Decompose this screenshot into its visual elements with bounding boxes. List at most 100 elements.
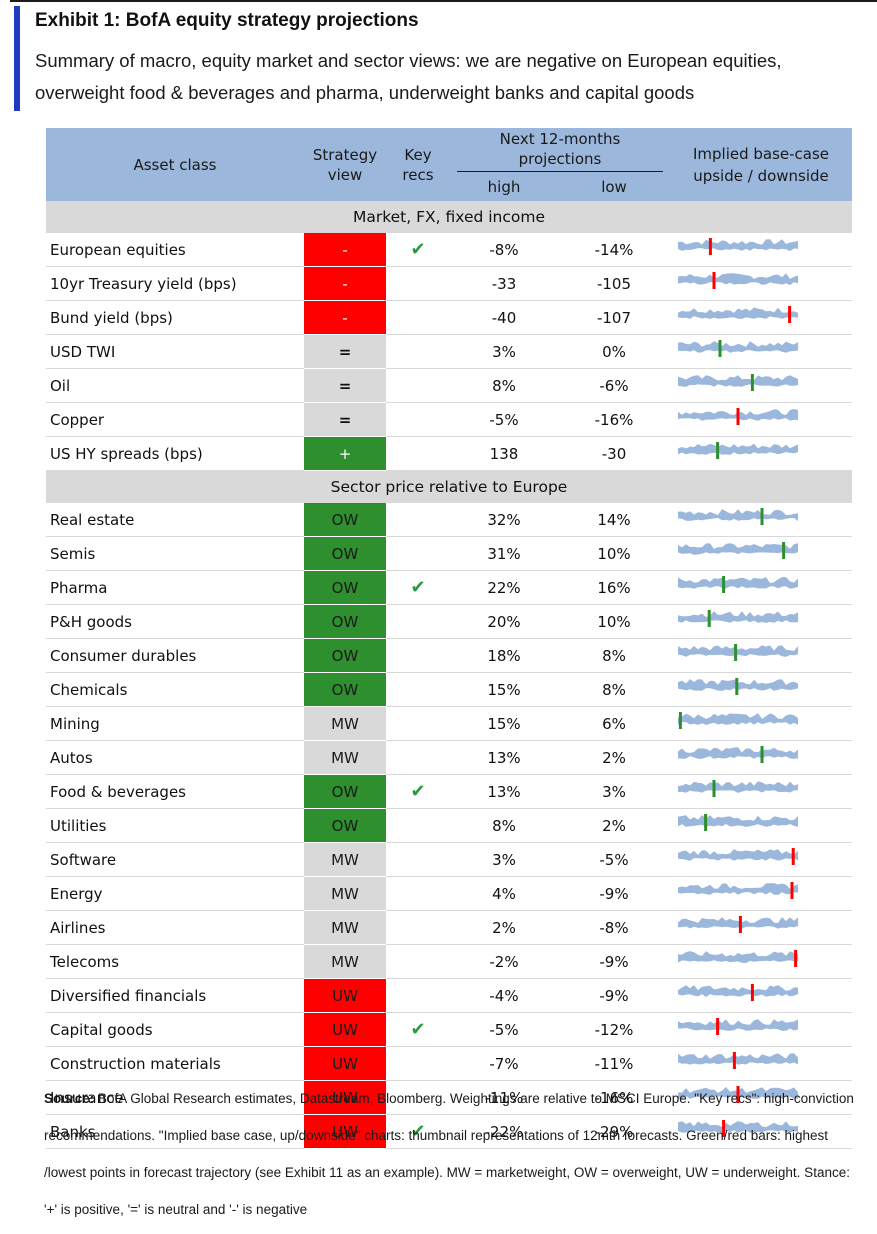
projection-low: 14% xyxy=(558,503,670,537)
sparkline-area xyxy=(678,1019,798,1031)
strategy-view-badge: UW xyxy=(304,1046,386,1081)
section-header: Sector price relative to Europe xyxy=(46,470,852,503)
table-row: Bund yield (bps) - -40 -107 xyxy=(46,300,852,335)
asset-name: Oil xyxy=(46,368,304,403)
asset-name: Mining xyxy=(46,706,304,741)
sparkline-area xyxy=(678,1121,798,1133)
key-rec-empty xyxy=(386,706,450,741)
strategy-view-badge: OW xyxy=(304,604,386,639)
low-point-marker xyxy=(791,848,795,865)
strategy-view-badge: UW xyxy=(304,978,386,1013)
implied-sparkline xyxy=(670,978,852,1013)
table-row: Energy MW 4% -9% xyxy=(46,876,852,911)
sparkline-area xyxy=(678,781,798,793)
low-point-marker xyxy=(736,1086,740,1103)
high-point-marker xyxy=(782,542,786,559)
strategy-view-badge: - xyxy=(304,300,386,335)
sparkline-area xyxy=(678,645,798,657)
sparkline-chart xyxy=(678,442,798,459)
asset-name: P&H goods xyxy=(46,604,304,639)
key-rec-empty xyxy=(386,1046,450,1081)
projection-low: -8% xyxy=(558,910,670,945)
low-point-marker xyxy=(738,916,742,933)
implied-sparkline xyxy=(670,876,852,911)
sparkline-chart xyxy=(678,746,798,763)
sparkline-chart xyxy=(678,272,798,289)
sparkline-area xyxy=(678,815,798,827)
table-body: Market, FX, fixed income European equitie… xyxy=(46,201,852,1149)
table-row: 10yr Treasury yield (bps) - -33 -105 xyxy=(46,266,852,301)
projection-low: -30 xyxy=(558,436,670,471)
asset-name: Telecoms xyxy=(46,944,304,979)
header-low: low xyxy=(558,173,670,201)
low-point-marker xyxy=(722,1120,726,1137)
asset-name: Autos xyxy=(46,740,304,775)
strategy-view-badge: OW xyxy=(304,536,386,571)
projection-high: -5% xyxy=(450,402,558,437)
header-next-12m: Next 12-months projections xyxy=(450,128,670,173)
high-point-marker xyxy=(704,814,708,831)
high-point-marker xyxy=(678,712,682,729)
sparkline-area xyxy=(678,341,798,353)
sparkline-area xyxy=(678,577,798,589)
key-rec-empty xyxy=(386,910,450,945)
projection-low: -16% xyxy=(558,402,670,437)
asset-name: Banks xyxy=(46,1114,304,1149)
sparkline-chart xyxy=(678,916,798,933)
projection-high: 8% xyxy=(450,808,558,843)
strategy-view-badge: MW xyxy=(304,740,386,775)
projection-high: 138 xyxy=(450,436,558,471)
key-rec-empty xyxy=(386,808,450,843)
asset-name: Capital goods xyxy=(46,1012,304,1047)
section-title: Market, FX, fixed income xyxy=(46,201,852,233)
key-rec-empty xyxy=(386,944,450,979)
check-icon: ✔ xyxy=(386,1114,450,1149)
sparkline-chart xyxy=(678,1120,798,1137)
projection-low: -14% xyxy=(558,233,670,267)
implied-sparkline xyxy=(670,402,852,437)
key-rec-empty xyxy=(386,334,450,369)
low-point-marker xyxy=(712,272,716,289)
asset-name: European equities xyxy=(46,233,304,267)
sparkline-chart xyxy=(678,712,798,729)
implied-sparkline xyxy=(670,503,852,537)
source-text: BofA Global Research estimates, Datastre… xyxy=(44,1091,854,1217)
sparkline-chart xyxy=(678,780,798,797)
implied-sparkline xyxy=(670,944,852,979)
implied-sparkline xyxy=(670,842,852,877)
projection-high: 13% xyxy=(450,774,558,809)
sparkline-area xyxy=(678,239,798,251)
table-row: Copper = -5% -16% xyxy=(46,402,852,437)
strategy-view-badge: - xyxy=(304,233,386,267)
projection-low: -16% xyxy=(558,1080,670,1115)
implied-sparkline xyxy=(670,808,852,843)
table-row: European equities - ✔ -8% -14% xyxy=(46,233,852,267)
implied-sparkline xyxy=(670,570,852,605)
sparkline-area xyxy=(678,985,798,997)
low-point-marker xyxy=(736,408,740,425)
implied-sparkline xyxy=(670,706,852,741)
sparkline-area xyxy=(678,273,798,285)
implied-sparkline xyxy=(670,638,852,673)
sparkline-chart xyxy=(678,340,798,357)
sparkline-area xyxy=(678,443,798,455)
high-point-marker xyxy=(734,644,738,661)
exhibit-title: Exhibit 1: BofA equity strategy projecti… xyxy=(35,10,419,31)
key-rec-empty xyxy=(386,368,450,403)
key-rec-empty xyxy=(386,402,450,437)
projection-high: -11% xyxy=(450,1080,558,1115)
high-point-marker xyxy=(718,340,722,357)
asset-name: Real estate xyxy=(46,503,304,537)
high-point-marker xyxy=(760,508,764,525)
high-point-marker xyxy=(750,374,754,391)
table-row: Pharma OW ✔ 22% 16% xyxy=(46,570,852,605)
sparkline-chart xyxy=(678,1086,798,1103)
asset-name: 10yr Treasury yield (bps) xyxy=(46,266,304,301)
high-point-marker xyxy=(716,442,720,459)
projection-high: -8% xyxy=(450,233,558,267)
table-row: Consumer durables OW 18% 8% xyxy=(46,638,852,673)
projection-low: -6% xyxy=(558,368,670,403)
sparkline-area xyxy=(678,307,798,319)
projection-low: -107 xyxy=(558,300,670,335)
header-next-12m-label: Next 12-months projections xyxy=(457,129,663,172)
